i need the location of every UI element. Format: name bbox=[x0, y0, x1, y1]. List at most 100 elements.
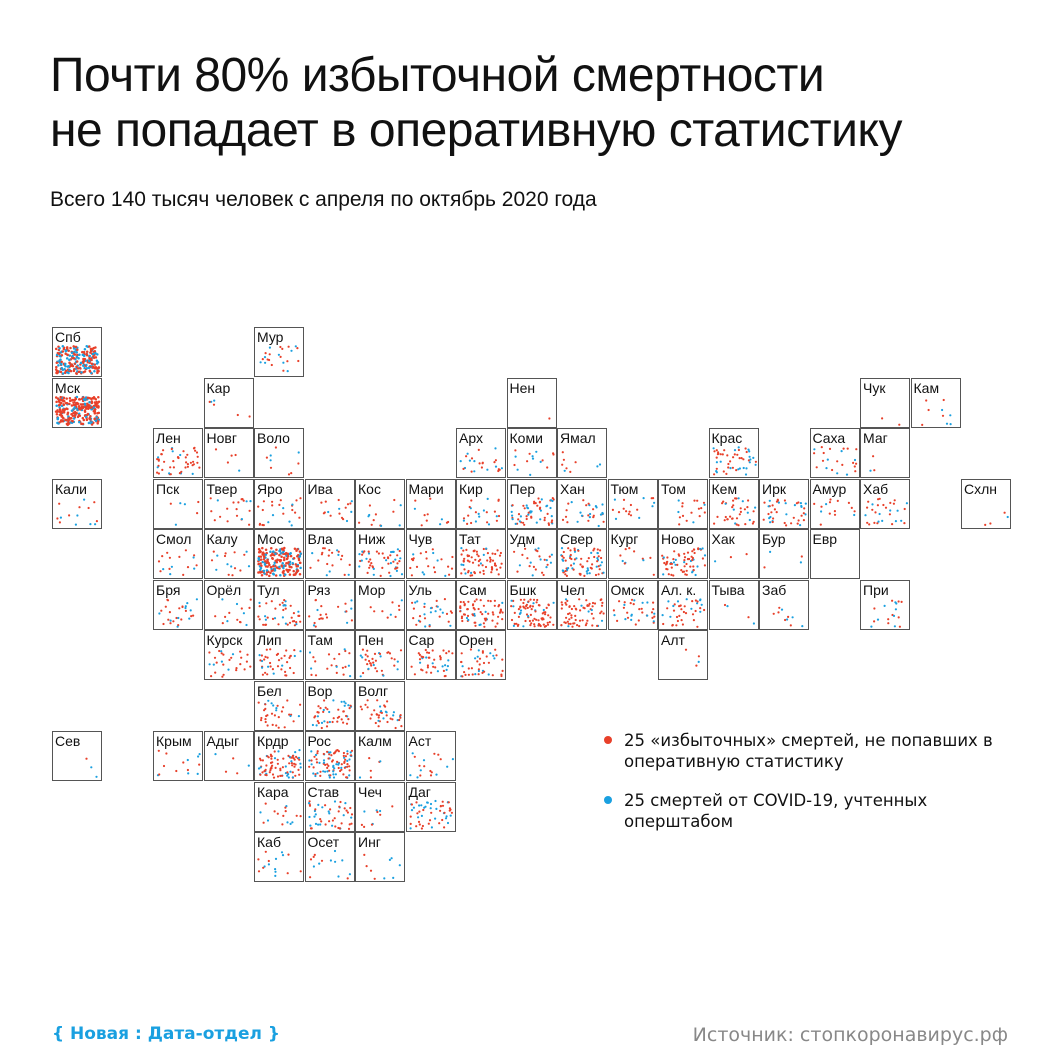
excess-death-dot bbox=[278, 553, 281, 557]
region-cell: Амур bbox=[809, 478, 860, 529]
excess-death-dot bbox=[94, 403, 97, 407]
excess-death-dot bbox=[775, 500, 779, 503]
excess-death-dot bbox=[887, 617, 890, 620]
covid-death-dot bbox=[742, 466, 745, 470]
covid-death-dot bbox=[66, 365, 70, 368]
covid-death-dot bbox=[346, 703, 349, 706]
excess-death-dot bbox=[486, 520, 489, 523]
covid-death-dot bbox=[380, 709, 383, 712]
covid-death-dot bbox=[287, 773, 290, 776]
excess-death-dot bbox=[94, 366, 98, 369]
excess-death-dot bbox=[93, 396, 96, 399]
excess-death-dot bbox=[312, 855, 315, 858]
excess-death-dot bbox=[314, 674, 317, 677]
excess-death-dot bbox=[773, 507, 776, 510]
region-label: Адыг bbox=[206, 733, 240, 749]
excess-death-dot bbox=[288, 656, 291, 659]
excess-death-dot bbox=[240, 606, 243, 610]
excess-death-dot bbox=[802, 511, 805, 514]
covid-death-dot bbox=[894, 607, 897, 610]
covid-death-dot bbox=[467, 618, 470, 621]
excess-death-dot bbox=[168, 567, 171, 570]
excess-death-dot bbox=[728, 460, 731, 463]
excess-death-dot bbox=[164, 605, 167, 608]
excess-death-dot bbox=[248, 414, 251, 418]
region-label: Твер bbox=[206, 480, 238, 497]
covid-death-dot bbox=[367, 667, 370, 670]
covid-death-dot bbox=[269, 459, 272, 462]
covid-death-dot bbox=[824, 467, 828, 470]
excess-death-dot bbox=[284, 607, 287, 610]
excess-death-dot bbox=[417, 652, 420, 655]
excess-death-dot bbox=[343, 665, 347, 668]
excess-death-dot bbox=[534, 618, 537, 621]
excess-death-dot bbox=[562, 550, 565, 554]
excess-death-dot bbox=[694, 598, 697, 602]
excess-death-dot bbox=[700, 506, 703, 509]
excess-death-dot bbox=[538, 506, 541, 509]
excess-death-dot bbox=[64, 418, 67, 421]
covid-death-dot bbox=[411, 553, 414, 556]
excess-death-dot bbox=[282, 705, 285, 708]
excess-death-dot bbox=[259, 558, 263, 561]
covid-death-dot bbox=[662, 573, 665, 576]
excess-death-dot bbox=[450, 811, 453, 814]
excess-death-dot bbox=[190, 614, 193, 617]
covid-death-dot bbox=[662, 556, 665, 559]
covid-death-dot bbox=[214, 568, 217, 571]
excess-death-dot bbox=[426, 666, 429, 669]
covid-death-dot bbox=[231, 653, 234, 656]
region-label: Чув bbox=[408, 531, 433, 547]
covid-death-dot bbox=[878, 512, 881, 515]
covid-death-dot bbox=[642, 496, 645, 499]
excess-death-dot bbox=[294, 563, 298, 566]
region-cell: Крдр bbox=[254, 731, 304, 781]
covid-death-dot bbox=[415, 599, 418, 602]
excess-death-dot bbox=[884, 506, 888, 509]
excess-death-dot bbox=[97, 366, 101, 369]
excess-death-dot bbox=[75, 360, 79, 363]
excess-death-dot bbox=[873, 619, 876, 622]
covid-death-dot bbox=[518, 564, 521, 567]
excess-death-dot bbox=[551, 496, 554, 499]
excess-death-dot bbox=[854, 462, 857, 465]
excess-death-dot bbox=[284, 670, 287, 673]
covid-death-dot bbox=[413, 600, 416, 604]
region-label: Орёл bbox=[206, 581, 242, 598]
covid-death-dot bbox=[396, 548, 399, 551]
covid-death-dot bbox=[328, 751, 331, 754]
region-cell: Маг bbox=[860, 428, 910, 478]
covid-death-dot bbox=[347, 573, 350, 576]
excess-death-dot bbox=[637, 607, 640, 610]
excess-death-dot bbox=[282, 558, 286, 562]
region-label: Мор bbox=[358, 581, 386, 598]
excess-death-dot bbox=[494, 625, 497, 628]
excess-death-dot bbox=[275, 561, 279, 564]
excess-death-dot bbox=[288, 713, 291, 716]
covid-death-dot bbox=[342, 700, 345, 703]
covid-death-dot bbox=[389, 562, 392, 565]
region-label: Бел bbox=[257, 682, 282, 699]
excess-death-dot bbox=[715, 449, 718, 452]
region-label: Кем bbox=[711, 480, 738, 497]
covid-death-dot bbox=[308, 824, 311, 827]
excess-death-dot bbox=[661, 554, 664, 557]
region-cell: Осет bbox=[304, 832, 355, 882]
covid-death-dot bbox=[273, 616, 277, 619]
region-label: Маг bbox=[863, 430, 888, 446]
legend-item-covid: 25 смертей от COVID-19, учтенных опершта… bbox=[604, 790, 1024, 832]
region-dots bbox=[156, 446, 201, 476]
excess-death-dot bbox=[345, 763, 349, 766]
excess-death-dot bbox=[368, 566, 371, 569]
region-dots bbox=[611, 496, 655, 520]
excess-death-dot bbox=[336, 605, 339, 608]
excess-death-dot bbox=[835, 460, 838, 463]
excess-death-dot bbox=[445, 521, 448, 524]
covid-death-dot bbox=[733, 449, 736, 452]
covid-death-dot bbox=[714, 470, 717, 473]
covid-death-dot bbox=[349, 510, 352, 513]
covid-death-dot bbox=[1006, 515, 1009, 518]
covid-death-dot bbox=[60, 366, 64, 370]
covid-death-dot bbox=[310, 552, 313, 555]
covid-death-dot bbox=[345, 621, 348, 624]
